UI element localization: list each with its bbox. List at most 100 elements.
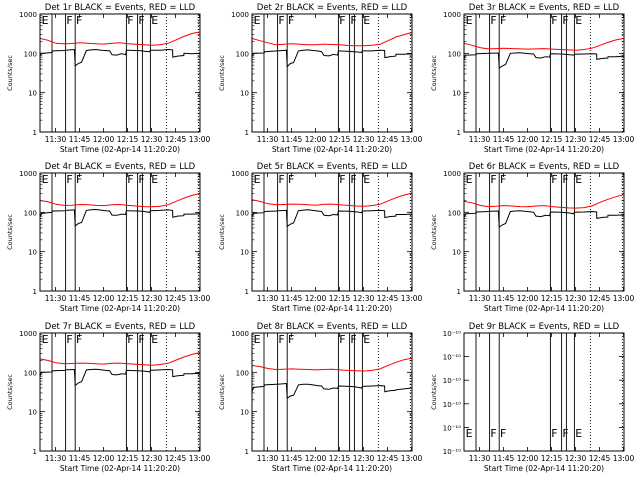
flag-letter: F (76, 173, 82, 186)
plot-frame (251, 13, 413, 133)
flag-letter: F (551, 427, 557, 440)
y-tick-label: 1000 (19, 11, 37, 19)
y-tick-label: 100 (24, 369, 37, 377)
chart-panel: Det 3r BLACK = Events, RED = LLD Start Ti… (430, 3, 635, 154)
x-tick-label: 12:30 (353, 454, 375, 463)
x-tick-label: 11:45 (69, 294, 91, 303)
y-tick-label: 1000 (443, 11, 461, 19)
y-tick-label: 1000 (231, 170, 249, 178)
flag-letter: F (127, 333, 133, 346)
x-tick-label: 13:00 (189, 135, 211, 144)
flag-letter: E (42, 173, 49, 186)
x-tick-label: 11:45 (493, 294, 515, 303)
chart-panel: Det 9r BLACK = Events, RED = LLD Start Ti… (430, 322, 635, 473)
y-axis-label: Counts/sec (6, 55, 14, 91)
series-line (39, 368, 201, 387)
x-tick-label: 12:30 (353, 135, 375, 144)
x-tick-label: 13:00 (189, 294, 211, 303)
flag-letter: E (466, 14, 473, 27)
flag-letter: E (42, 14, 49, 27)
x-tick-label: 12:15 (541, 454, 563, 463)
x-tick-label: 12:15 (329, 454, 351, 463)
y-axis-label: Counts/sec (6, 214, 14, 250)
x-tick-label: 13:00 (613, 294, 635, 303)
flag-letter: F (490, 427, 496, 440)
plot-frame (463, 13, 625, 133)
x-tick-label: 11:30 (469, 454, 491, 463)
x-tick-label: 12:15 (541, 294, 563, 303)
flag-letter: E (42, 333, 49, 346)
flag-letter: E (151, 333, 158, 346)
x-axis-label: Start Time (02-Apr-14 11:20:20) (272, 464, 392, 473)
chart-panel: Det 4r BLACK = Events, RED = LLD Start Ti… (6, 162, 211, 313)
x-tick-label: 12:45 (165, 454, 187, 463)
y-tick-label: 10 (240, 90, 249, 98)
flag-letter: F (490, 14, 496, 27)
flag-letter: E (363, 14, 370, 27)
series-line (463, 52, 625, 70)
y-tick-label: 100 (236, 209, 249, 217)
x-tick-label: 11:30 (469, 294, 491, 303)
chart-title: Det 1r BLACK = Events, RED = LLD (45, 3, 196, 13)
series-line (463, 194, 625, 209)
flag-letter: F (339, 333, 345, 346)
x-tick-label: 11:30 (45, 294, 67, 303)
x-tick-label: 12:00 (305, 294, 327, 303)
x-tick-label: 12:00 (93, 135, 115, 144)
flag-letter: F (138, 333, 144, 346)
x-tick-label: 13:00 (613, 454, 635, 463)
chart-title: Det 3r BLACK = Events, RED = LLD (469, 3, 620, 13)
flag-letter: F (562, 427, 568, 440)
flag-letter: F (562, 14, 568, 27)
flag-letter: E (254, 333, 261, 346)
y-tick-label: 10⁻¹⁰ (443, 354, 461, 362)
x-tick-label: 12:30 (141, 135, 163, 144)
flag-letter: E (363, 333, 370, 346)
flag-letter: F (127, 14, 133, 27)
x-tick-label: 11:45 (493, 135, 515, 144)
y-tick-label: 10⁻¹⁰ (443, 330, 461, 338)
x-tick-label: 12:15 (541, 135, 563, 144)
x-tick-label: 12:45 (589, 294, 611, 303)
flag-letter: E (151, 14, 158, 27)
chart-title: Det 6r BLACK = Events, RED = LLD (469, 162, 620, 172)
y-tick-label: 100 (236, 50, 249, 58)
flag-letter: F (76, 14, 82, 27)
y-axis-label: Counts/sec (430, 374, 438, 410)
series-line (39, 193, 201, 208)
flag-letter: E (363, 173, 370, 186)
series-line (463, 210, 625, 229)
x-tick-label: 12:15 (329, 294, 351, 303)
y-tick-label: 10 (452, 249, 461, 257)
x-tick-label: 12:45 (165, 294, 187, 303)
x-tick-label: 12:00 (517, 135, 539, 144)
x-tick-label: 11:30 (45, 135, 67, 144)
x-tick-label: 12:00 (93, 454, 115, 463)
y-axis-label: Counts/sec (6, 374, 14, 410)
y-axis-label: Counts/sec (430, 55, 438, 91)
flag-letter: F (551, 173, 557, 186)
flag-letter: F (288, 14, 294, 27)
x-tick-label: 12:15 (329, 135, 351, 144)
chart-panel: Det 1r BLACK = Events, RED = LLD Start Ti… (6, 3, 211, 154)
plot-frame (39, 172, 201, 292)
series-line (251, 49, 413, 68)
flag-letter: F (66, 14, 72, 27)
x-tick-label: 11:30 (257, 454, 279, 463)
plot-frame (463, 332, 625, 452)
x-axis-label: Start Time (02-Apr-14 11:20:20) (484, 304, 604, 313)
flag-letter: F (288, 333, 294, 346)
x-tick-label: 12:45 (377, 294, 399, 303)
y-tick-label: 1 (457, 288, 461, 296)
x-tick-label: 12:00 (93, 294, 115, 303)
chart-title: Det 5r BLACK = Events, RED = LLD (257, 162, 408, 172)
flag-letter: F (278, 333, 284, 346)
series-line (251, 31, 413, 47)
y-tick-label: 100 (236, 369, 249, 377)
y-axis-label: Counts/sec (218, 55, 226, 91)
y-tick-label: 10⁻¹⁰ (443, 424, 461, 432)
y-tick-label: 1 (457, 129, 461, 137)
x-axis-label: Start Time (02-Apr-14 11:20:20) (484, 464, 604, 473)
x-tick-label: 11:30 (469, 135, 491, 144)
flag-letter: E (254, 14, 261, 27)
